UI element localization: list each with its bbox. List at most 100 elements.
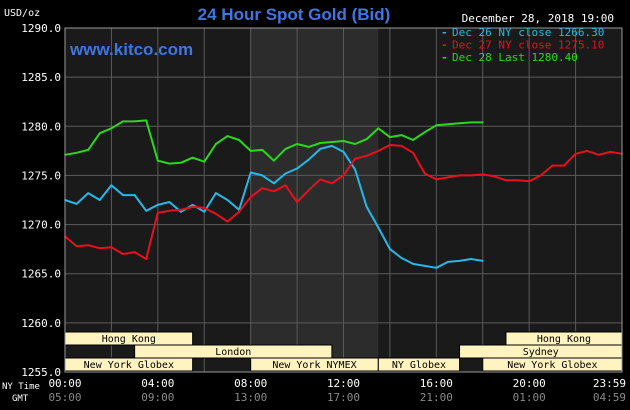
data-point: [389, 136, 391, 138]
data-point: [110, 127, 113, 130]
session-bar: [377, 357, 461, 372]
data-point: [156, 204, 159, 206]
data-point: [75, 151, 78, 154]
data-point: [412, 151, 415, 154]
data-point: [365, 138, 368, 140]
x-tick-label-ny: 23:59: [593, 377, 626, 390]
y-tick-label: 1290.0: [21, 22, 61, 35]
y-tick-label: 1270.0: [21, 219, 61, 232]
data-point: [330, 182, 333, 185]
legend-entry: Dec 26 NY close 1266.30: [452, 26, 604, 39]
data-point: [435, 178, 438, 181]
y-axis-unit-label: USD/oz: [4, 8, 40, 19]
data-point: [423, 264, 426, 267]
y-tick-label: 1260.0: [21, 317, 61, 330]
y-tick-label: 1285.0: [21, 71, 61, 84]
data-point: [75, 245, 78, 248]
x-tick-label-gmt: 01:00: [513, 391, 546, 404]
data-point: [284, 184, 287, 187]
data-point: [272, 159, 275, 162]
data-point: [180, 161, 182, 164]
legend-marker: -: [441, 51, 448, 64]
data-point: [191, 205, 194, 208]
data-point: [214, 212, 217, 215]
data-point: [168, 162, 171, 165]
session-label: New York Globex: [84, 360, 174, 371]
data-point: [133, 194, 136, 196]
data-point: [481, 173, 484, 176]
session-bar: [134, 344, 333, 359]
y-tick-label: 1280.0: [21, 120, 61, 133]
data-point: [87, 244, 90, 247]
data-point: [574, 152, 577, 155]
x-tick-label-ny: 20:00: [513, 377, 546, 390]
data-point: [238, 210, 240, 213]
x-tick-label-ny: 08:00: [234, 377, 267, 390]
data-point: [145, 119, 148, 122]
data-point: [423, 131, 426, 134]
data-point: [133, 251, 136, 253]
data-point: [168, 201, 171, 203]
data-point: [226, 199, 229, 201]
watermark-label: www.kitco.com: [69, 40, 193, 59]
data-point: [145, 258, 148, 260]
data-point: [330, 141, 333, 143]
data-point: [400, 257, 403, 259]
data-point: [470, 174, 473, 177]
data-point: [272, 190, 275, 193]
data-point: [110, 184, 113, 187]
data-point: [156, 211, 159, 214]
data-point: [98, 247, 101, 250]
data-point: [400, 145, 403, 147]
data-point: [238, 139, 240, 141]
data-point: [203, 160, 206, 163]
x-tick-label-gmt: 17:00: [327, 391, 360, 404]
data-point: [400, 134, 403, 137]
date-label: December 28, 2018 19:00: [462, 12, 614, 25]
data-point: [191, 156, 194, 159]
data-point: [98, 199, 101, 201]
data-point: [505, 179, 507, 182]
data-point: [307, 146, 310, 148]
session-label: Sydney: [523, 347, 559, 358]
data-point: [458, 122, 461, 125]
data-point: [447, 123, 449, 126]
data-point: [597, 153, 600, 156]
data-point: [435, 266, 438, 269]
data-point: [75, 203, 78, 205]
data-point: [180, 208, 182, 211]
data-point: [470, 258, 473, 260]
x-tick-label-ny: 12:00: [327, 377, 360, 390]
data-point: [458, 260, 461, 262]
data-point: [261, 148, 264, 151]
data-point: [354, 143, 357, 145]
data-point: [354, 168, 357, 171]
data-point: [423, 172, 426, 175]
data-point: [261, 174, 264, 177]
y-tick-label: 1265.0: [21, 268, 61, 281]
legend-entry: Dec 28 Last 1280.40: [452, 51, 578, 64]
data-point: [284, 147, 287, 150]
data-point: [412, 262, 415, 265]
x-tick-label-gmt: 05:00: [48, 391, 81, 404]
data-point: [389, 248, 391, 251]
data-point: [168, 209, 171, 212]
data-point: [122, 120, 124, 123]
x-tick-label-ny: 04:00: [141, 377, 174, 390]
data-point: [249, 171, 252, 174]
data-point: [377, 226, 380, 229]
x-tick-label-gmt: 09:00: [141, 391, 174, 404]
data-point: [214, 143, 217, 145]
legend-entry: Dec 27 NY close 1275.10: [452, 39, 604, 52]
x-tick-label-gmt: 13:00: [234, 391, 267, 404]
data-point: [319, 178, 322, 181]
data-point: [563, 164, 565, 167]
data-point: [389, 144, 391, 146]
data-point: [609, 150, 612, 153]
data-point: [307, 189, 310, 192]
session-label: London: [215, 347, 251, 358]
data-point: [203, 210, 206, 213]
legend-marker: -: [441, 39, 448, 52]
data-point: [458, 174, 461, 177]
